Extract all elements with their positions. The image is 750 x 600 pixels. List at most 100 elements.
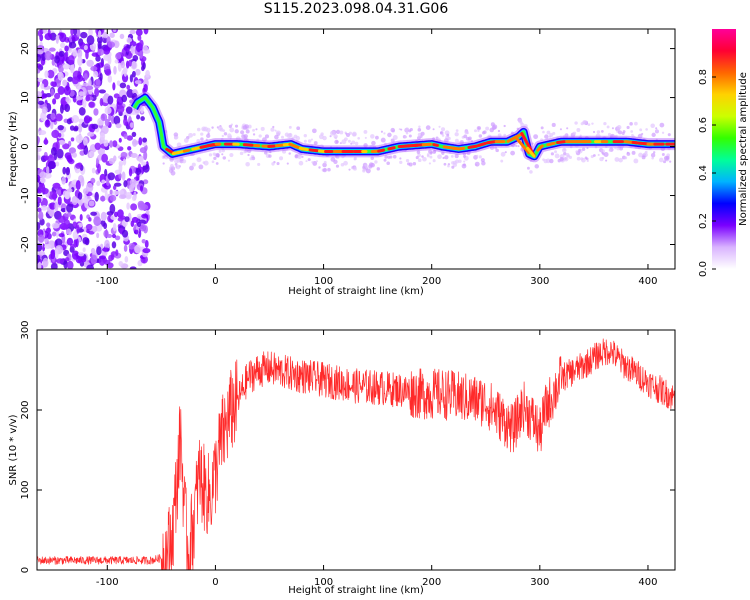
spectrogram-halo-dot <box>490 122 495 127</box>
spectrogram-noise-blob <box>111 241 117 249</box>
spectrogram-noise-blob <box>40 111 47 122</box>
spectrogram-halo-dot <box>450 155 454 158</box>
spectrogram-halo-dot <box>542 130 545 134</box>
spectrogram-noise-blob <box>106 180 110 186</box>
snr-x-tick: 0 <box>212 330 219 588</box>
spectrogram-noise-blob <box>58 215 66 224</box>
spectrogram-halo-dot <box>417 128 422 132</box>
spectrogram-noise-blob <box>42 29 48 34</box>
spectrogram-halo-dot <box>485 126 490 131</box>
spectrogram-noise-blob <box>65 51 69 58</box>
spectrogram-halo-dot <box>228 124 233 129</box>
spectrogram-noise-blob <box>73 125 79 131</box>
spectrogram-halo-dot <box>323 160 327 164</box>
spectrogram-noise-blob <box>98 255 107 260</box>
spectrogram-y-tick-label: -10 <box>20 187 31 203</box>
spectrogram-noise-blob <box>85 223 93 231</box>
spectrogram-noise-blob <box>77 143 85 150</box>
spectrogram-noise-blob <box>104 118 110 127</box>
spectrogram-noise-blob <box>86 35 95 46</box>
snr-x-tick-label: -100 <box>96 577 119 588</box>
spectrogram-hot-segment <box>514 136 531 155</box>
spectrogram-halo-dot <box>546 130 551 135</box>
spectrogram-noise-blob <box>59 104 64 114</box>
spectrogram-noise-blob <box>44 50 52 61</box>
spectrogram-noise-blob <box>115 123 122 129</box>
spectrogram-noise-blob <box>109 32 115 38</box>
spectrogram-noise-blob <box>64 103 71 113</box>
snr-panel: -100 0 100 200 300 400 0 100 200 300 Height of s… <box>8 320 676 596</box>
spectrogram-halo-dot <box>196 157 202 163</box>
spectrogram-halo-dot <box>260 126 265 131</box>
spectrogram-halo-dot <box>559 128 562 131</box>
spectrogram-halo-dot <box>526 166 530 170</box>
spectrogram-noise-blob <box>128 168 133 177</box>
spectrogram-noise-blob <box>58 64 64 73</box>
spectrogram-halo-dot <box>243 150 247 154</box>
spectrogram-noise-blob <box>112 190 120 196</box>
spectrogram-noise-blob <box>130 153 138 159</box>
spectrogram-noise-blob <box>135 29 143 37</box>
spectrogram-y-tick: 10 <box>20 91 675 104</box>
spectrogram-halo-dot <box>347 139 351 143</box>
snr-y-tick-label: 100 <box>20 480 31 499</box>
spectrogram-noise-blob <box>77 252 85 257</box>
spectrogram-noise-blob <box>40 177 46 184</box>
spectrogram-noise-blob <box>54 55 60 64</box>
spectrogram-halo-dot <box>574 121 578 125</box>
spectrogram-noise-blob <box>50 112 56 121</box>
spectrogram-halo-dot <box>252 128 256 132</box>
snr-plot-area <box>37 338 675 570</box>
spectrogram-noise-blob <box>83 115 91 124</box>
spectrogram-noise-blob <box>57 196 62 206</box>
spectrogram-halo-dot <box>310 138 314 141</box>
spectrogram-halo-dot <box>474 161 480 167</box>
colorbar-tick-label: 0.4 <box>698 165 709 181</box>
spectrogram-noise-blob <box>130 203 138 211</box>
spectrogram-noise-blob <box>71 152 78 158</box>
spectrogram-halo-dot <box>330 130 335 136</box>
spectrogram-halo-dot <box>584 156 588 160</box>
spectrogram-halo-dot <box>651 132 656 138</box>
spectrogram-halo-dot <box>175 164 181 170</box>
snr-x-tick-label: 300 <box>530 577 549 588</box>
spectrogram-noise-blob <box>37 100 45 105</box>
spectrogram-noise-blob <box>104 190 108 201</box>
spectrogram-halo-dot <box>417 153 421 158</box>
spectrogram-x-tick-label: 100 <box>314 276 333 287</box>
spectrogram-noise-blob <box>90 211 97 216</box>
spectrogram-noise-blob <box>55 34 59 44</box>
spectrogram-halo-dot <box>245 129 250 134</box>
spectrogram-hot-segment <box>506 132 523 143</box>
spectrogram-halo-dot <box>412 162 417 166</box>
spectrogram-halo-dot <box>566 127 569 130</box>
spectrogram-noise-blob <box>66 260 74 269</box>
spectrogram-halo-dot <box>607 132 612 137</box>
spectrogram-halo-dot <box>274 134 279 140</box>
spectrogram-halo-dot <box>258 134 262 138</box>
spectrogram-halo-dot <box>229 127 235 133</box>
spectrogram-noise-blob <box>90 247 96 255</box>
spectrogram-halo-dot <box>552 131 556 135</box>
spectrogram-noise-blob <box>64 191 71 200</box>
spectrogram-halo-dot <box>243 134 246 137</box>
spectrogram-halo-dot <box>443 162 447 166</box>
spectrogram-halo-dot <box>191 162 196 167</box>
spectrogram-halo-dot <box>639 128 643 132</box>
spectrogram-halo-dot <box>576 156 581 161</box>
spectrogram-halo-dot <box>405 158 410 163</box>
spectrogram-noise-blob <box>72 48 78 57</box>
spectrogram-noise-blob <box>55 113 63 122</box>
spectrogram-noise-blob <box>97 48 105 56</box>
spectrogram-halo-dot <box>173 132 179 137</box>
spectrogram-noise-blob <box>50 262 58 269</box>
spectrogram-noise-blob <box>44 155 49 161</box>
spectrogram-noise-blob <box>54 92 61 100</box>
spectrogram-y-ticks: -20 -10 0 10 20 <box>20 42 675 253</box>
spectrogram-frame <box>36 28 676 270</box>
spectrogram-halo-dot <box>544 134 549 139</box>
snr-y-tick: 300 <box>20 320 675 340</box>
spectrogram-halo-dot <box>631 150 636 155</box>
spectrogram-halo-dot <box>480 158 485 163</box>
spectrogram-noise-blob <box>78 107 86 116</box>
